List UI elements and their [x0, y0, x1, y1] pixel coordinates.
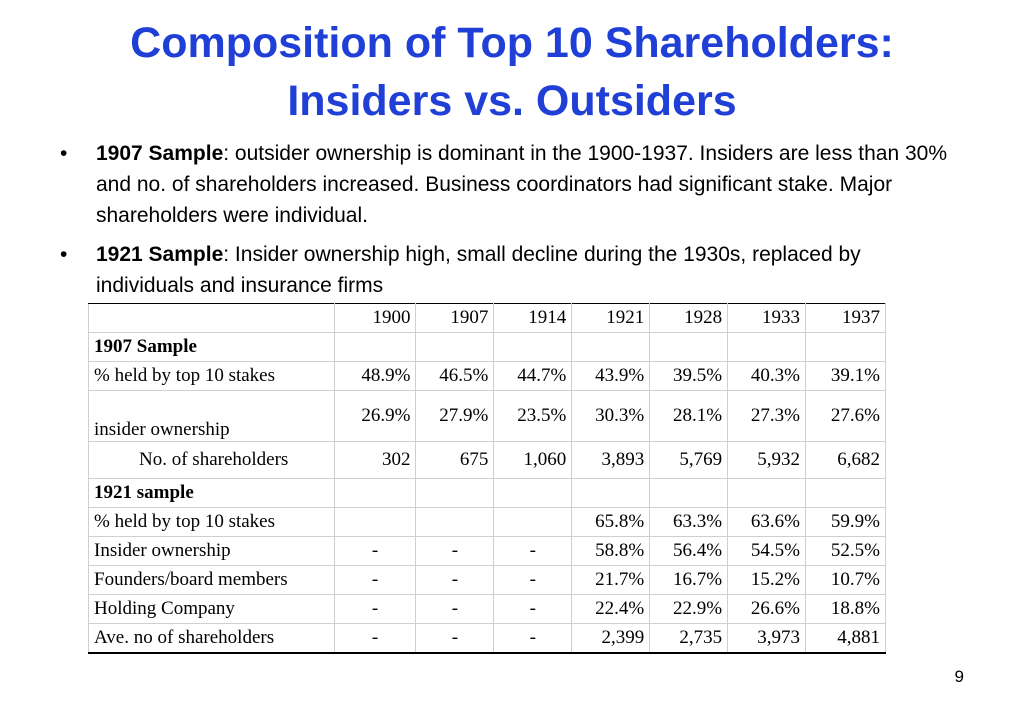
year-header: 1914	[493, 303, 573, 333]
section-label: 1907 Sample	[88, 332, 335, 362]
table-cell: 58.8%	[571, 536, 651, 566]
table-cell	[493, 507, 573, 537]
table-cell: 22.4%	[571, 594, 651, 624]
table-cell: 27.9%	[415, 390, 495, 442]
table-cell: -	[493, 594, 573, 624]
year-header: 1900	[333, 303, 417, 333]
table-cell: 52.5%	[805, 536, 886, 566]
table-cell: -	[415, 565, 495, 595]
table-cell: 18.8%	[805, 594, 886, 624]
row-label: % held by top 10 stakes	[88, 361, 335, 391]
table-cell: -	[333, 536, 417, 566]
table-cell: 63.6%	[727, 507, 806, 537]
table-cell: 10.7%	[805, 565, 886, 595]
table-cell: -	[333, 594, 417, 624]
table-cell	[333, 507, 417, 537]
table-cell: 23.5%	[493, 390, 573, 442]
section-row: 1907 Sample	[88, 332, 886, 362]
table-cell: 15.2%	[727, 565, 806, 595]
bullet-list: • 1907 Sample: outsider ownership is domi…	[60, 138, 960, 309]
table-cell: 4,881	[805, 623, 886, 654]
table-cell: -	[415, 623, 495, 654]
bullet-dot: •	[60, 142, 68, 165]
table-row: % held by top 10 stakes 65.8% 63.3% 63.6…	[88, 507, 886, 537]
year-header: 1937	[805, 303, 886, 333]
table-cell: 46.5%	[415, 361, 495, 391]
table-cell: 56.4%	[649, 536, 729, 566]
row-label: insider ownership	[88, 390, 335, 442]
table-cell: 26.6%	[727, 594, 806, 624]
table-cell: 21.7%	[571, 565, 651, 595]
table-cell: 2,399	[571, 623, 651, 654]
table-cell: 2,735	[649, 623, 729, 654]
bullet-text: : Insider ownership high, small decline …	[96, 243, 861, 297]
table-cell: 6,682	[805, 441, 886, 479]
row-label: Insider ownership	[88, 536, 335, 566]
bullet-bold-label: 1907 Sample	[96, 142, 224, 165]
table-cell: -	[415, 594, 495, 624]
row-label: Ave. no of shareholders	[88, 623, 335, 654]
table-cell: 22.9%	[649, 594, 729, 624]
ownership-table: 1900 1907 1914 1921 1928 1933 1937 1907 …	[88, 303, 886, 654]
table-cell: 39.5%	[649, 361, 729, 391]
table-row: Ave. no of shareholders - - - 2,399 2,73…	[88, 623, 886, 654]
table-cell: -	[493, 565, 573, 595]
table-cell: 65.8%	[571, 507, 651, 537]
table-cell: -	[333, 623, 417, 654]
bullet-dot: •	[60, 243, 68, 266]
header-empty-cell	[88, 303, 335, 333]
table-cell: -	[415, 536, 495, 566]
table-cell: 43.9%	[571, 361, 651, 391]
bullet-item: • 1921 Sample: Insider ownership high, sm…	[60, 239, 960, 301]
table-cell: 1,060	[493, 441, 573, 479]
row-label: Founders/board members	[88, 565, 335, 595]
table-cell: 48.9%	[333, 361, 417, 391]
table-cell: 39.1%	[805, 361, 886, 391]
table-row: Holding Company - - - 22.4% 22.9% 26.6% …	[88, 594, 886, 624]
row-label: % held by top 10 stakes	[88, 507, 335, 537]
row-label: Holding Company	[88, 594, 335, 624]
row-label: No. of shareholders	[88, 441, 335, 479]
table-row: No. of shareholders 302 675 1,060 3,893 …	[88, 441, 886, 479]
slide-title: Composition of Top 10 Shareholders: Insi…	[0, 14, 1024, 130]
table-cell: 27.6%	[805, 390, 886, 442]
table-cell: -	[493, 623, 573, 654]
table-cell: 28.1%	[649, 390, 729, 442]
header-row: 1900 1907 1914 1921 1928 1933 1937	[88, 303, 886, 333]
table-cell: 5,932	[727, 441, 806, 479]
bullet-bold-label: 1921 Sample	[96, 243, 224, 266]
year-header: 1928	[649, 303, 729, 333]
year-header: 1907	[415, 303, 495, 333]
table-cell: -	[333, 565, 417, 595]
year-header: 1933	[727, 303, 806, 333]
table-cell: 3,973	[727, 623, 806, 654]
table-row: % held by top 10 stakes 48.9% 46.5% 44.7…	[88, 361, 886, 391]
table-cell: 54.5%	[727, 536, 806, 566]
title-line-1: Composition of Top 10 Shareholders:	[130, 19, 894, 67]
table-cell: 302	[333, 441, 417, 479]
table-cell: 30.3%	[571, 390, 651, 442]
table-cell: 675	[415, 441, 495, 479]
table-cell: 44.7%	[493, 361, 573, 391]
table-cell: 27.3%	[727, 390, 806, 442]
table-cell	[415, 507, 495, 537]
table-cell: -	[493, 536, 573, 566]
table-cell: 16.7%	[649, 565, 729, 595]
section-row: 1921 sample	[88, 478, 886, 508]
table-cell: 59.9%	[805, 507, 886, 537]
bullet-item: • 1907 Sample: outsider ownership is domi…	[60, 138, 960, 231]
table-cell: 40.3%	[727, 361, 806, 391]
title-line-2: Insiders vs. Outsiders	[287, 77, 737, 125]
bullet-text: : outsider ownership is dominant in the …	[96, 142, 948, 227]
page-number: 9	[954, 667, 964, 686]
year-header: 1921	[571, 303, 651, 333]
table-row: Insider ownership - - - 58.8% 56.4% 54.5…	[88, 536, 886, 566]
table-cell: 63.3%	[649, 507, 729, 537]
table-cell: 5,769	[649, 441, 729, 479]
table-cell: 3,893	[571, 441, 651, 479]
table-cell: 26.9%	[333, 390, 417, 442]
table-row: Founders/board members - - - 21.7% 16.7%…	[88, 565, 886, 595]
section-label: 1921 sample	[88, 478, 335, 508]
table-row: insider ownership 26.9% 27.9% 23.5% 30.3…	[88, 390, 886, 442]
